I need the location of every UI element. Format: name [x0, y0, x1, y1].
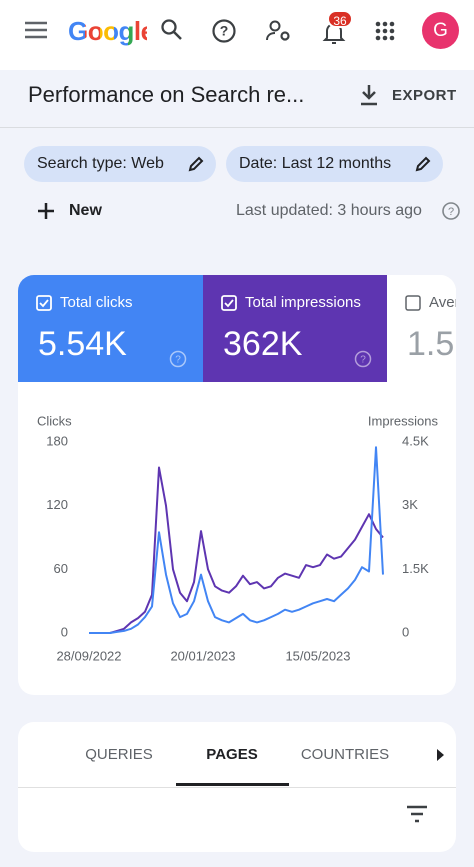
- add-icon[interactable]: [36, 201, 56, 221]
- y-tick-label: 180: [46, 433, 68, 448]
- svg-text:?: ?: [448, 206, 454, 218]
- y-tick-label: 60: [54, 561, 68, 576]
- last-updated: Last updated: 3 hours ago: [236, 202, 422, 219]
- logo[interactable]: Google: [68, 16, 147, 46]
- divider: [18, 787, 456, 788]
- chip-label: Search type: Web: [37, 155, 164, 172]
- account-settings-icon[interactable]: [265, 19, 293, 43]
- metric-value: 5.54K: [38, 325, 127, 363]
- help-icon[interactable]: ?: [169, 350, 187, 368]
- x-tick-label: 28/09/2022: [56, 648, 121, 663]
- menu-icon[interactable]: [24, 20, 48, 40]
- download-icon[interactable]: [358, 83, 380, 107]
- filter-chip[interactable]: Date: Last 12 months: [226, 146, 443, 182]
- metric-card[interactable]: Total clicks 5.54K ?: [18, 275, 203, 382]
- tab[interactable]: QUERIES: [85, 746, 153, 763]
- chip-label: Date: Last 12 months: [239, 155, 392, 172]
- line-series: [89, 466, 384, 634]
- divider: [0, 127, 474, 128]
- tab-indicator: [176, 783, 289, 786]
- filter-chip[interactable]: Search type: Web: [24, 146, 216, 182]
- search-icon[interactable]: [160, 18, 184, 42]
- metric-label: Total clicks: [60, 294, 133, 311]
- top-bar: Google ? 36 G: [0, 0, 474, 70]
- edit-icon: [415, 156, 431, 172]
- tab[interactable]: COUNTRIES: [300, 746, 390, 763]
- y-tick-label: 120: [46, 497, 68, 512]
- scroll-right-icon[interactable]: [434, 748, 446, 762]
- y2-tick-label: 0: [402, 624, 409, 639]
- edit-icon: [188, 156, 204, 172]
- help-icon[interactable]: ?: [211, 18, 237, 44]
- avatar[interactable]: G: [422, 12, 459, 49]
- x-tick-label: 20/01/2023: [170, 648, 235, 663]
- checkbox[interactable]: [221, 295, 237, 311]
- metric-value: 1.5: [407, 325, 455, 363]
- apps-icon[interactable]: [375, 21, 395, 41]
- metric-label: Aver: [429, 294, 456, 311]
- line-series: [89, 446, 384, 634]
- y-tick-label: 0: [61, 624, 68, 639]
- tab[interactable]: PAGES: [206, 746, 258, 763]
- new-button[interactable]: New: [69, 202, 102, 219]
- y2-tick-label: 1.5K: [402, 561, 429, 576]
- svg-text:?: ?: [175, 355, 181, 366]
- checkbox[interactable]: [405, 295, 421, 311]
- svg-text:?: ?: [220, 23, 229, 39]
- performance-card: Total clicks 5.54K ? Total impressions 3…: [18, 275, 456, 695]
- help-icon[interactable]: ?: [441, 201, 461, 221]
- y2-axis-title: Impressions: [368, 413, 439, 428]
- filter-icon[interactable]: [405, 805, 429, 823]
- metric-value: 362K: [223, 325, 303, 363]
- help-icon[interactable]: ?: [354, 350, 372, 368]
- y2-tick-label: 3K: [402, 497, 418, 512]
- checkbox[interactable]: [36, 295, 52, 311]
- svg-text:?: ?: [360, 355, 366, 366]
- metric-card[interactable]: Total impressions 362K ?: [203, 275, 387, 382]
- metric-card[interactable]: Aver 1.5: [387, 275, 456, 382]
- chart: Clicks Impressions 0 60 120 180 0 1.5K 3K 4.5K 2…: [37, 413, 439, 663]
- page-title: Performance on Search re...: [28, 82, 305, 107]
- notification-badge: 36: [327, 10, 353, 28]
- metric-label: Total impressions: [245, 294, 361, 311]
- y2-tick-label: 4.5K: [402, 433, 429, 448]
- y-axis-title: Clicks: [37, 413, 72, 428]
- x-tick-label: 15/05/2023: [285, 648, 350, 663]
- export-button[interactable]: EXPORT: [392, 87, 457, 104]
